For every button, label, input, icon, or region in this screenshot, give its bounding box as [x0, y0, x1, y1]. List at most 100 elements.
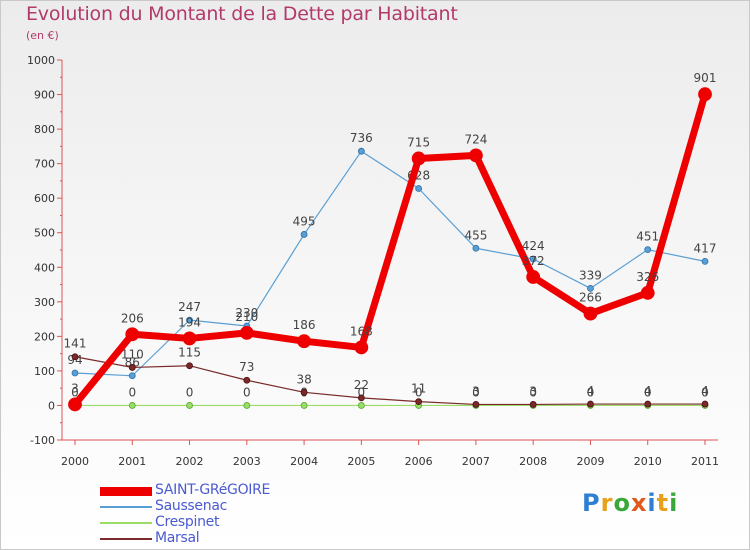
- data-label-marsal: 115: [178, 346, 201, 360]
- data-label-crespinet: 0: [644, 385, 652, 399]
- y-tick-label: 400: [34, 261, 55, 274]
- data-point-saussenac: [587, 284, 594, 292]
- data-label-crespinet: 0: [71, 385, 79, 399]
- data-label-marsal: 4: [587, 384, 595, 398]
- data-point-crespinet: [186, 402, 193, 409]
- data-point-marsal: [587, 400, 594, 408]
- data-point-saussenac: [415, 185, 423, 192]
- data-label-saint-gr-goire: 715: [407, 135, 430, 149]
- legend-swatch-crespinet: [100, 522, 152, 524]
- y-tick-label: -100: [30, 434, 55, 447]
- data-point-marsal: [357, 394, 365, 402]
- data-point-crespinet: [243, 402, 251, 409]
- proxiti-logo: Proxiti: [582, 489, 678, 517]
- data-label-crespinet: 0: [701, 385, 709, 399]
- data-label-marsal: 3: [472, 384, 480, 398]
- y-tick-label: 500: [34, 227, 55, 240]
- data-label-saint-gr-goire: 724: [464, 132, 487, 146]
- data-label-marsal: 11: [411, 382, 426, 396]
- data-point-saussenac: [357, 147, 365, 155]
- legend-item-marsal: Marsal: [100, 530, 360, 547]
- x-tick-label: 2005: [347, 455, 375, 468]
- data-point-saussenac: [644, 246, 652, 254]
- legend-label-saussenac: Saussenac: [155, 498, 227, 514]
- data-label-marsal: 22: [354, 378, 369, 392]
- data-label-marsal: 3: [529, 384, 537, 398]
- data-label-marsal: 73: [239, 360, 254, 374]
- x-tick-label: 2009: [576, 455, 604, 468]
- y-tick-label: 800: [34, 123, 55, 136]
- legend-item-saint-gregoire: SAINT-GRéGOIRE: [100, 482, 360, 499]
- y-tick-label: 600: [34, 192, 55, 205]
- data-label-saussenac: 424: [522, 239, 545, 253]
- data-label-marsal: 4: [701, 384, 709, 398]
- data-label-saussenac: 247: [178, 300, 201, 314]
- y-tick-label: 0: [48, 399, 55, 412]
- data-label-crespinet: 0: [415, 385, 423, 399]
- x-tick-label: 2001: [118, 455, 146, 468]
- data-label-crespinet: 0: [186, 385, 194, 399]
- data-point-saint-gr-goire: [182, 331, 197, 346]
- data-label-saussenac: 417: [694, 241, 717, 255]
- data-point-saint-gr-goire: [68, 397, 82, 412]
- legend-item-saussenac: Saussenac: [100, 498, 360, 515]
- data-point-marsal: [243, 376, 251, 384]
- series-line-marsal: [74, 356, 705, 406]
- y-tick-label: 300: [34, 296, 55, 309]
- logo-letter: x: [630, 489, 648, 517]
- data-point-crespinet: [357, 402, 365, 409]
- data-point-saint-gr-goire: [411, 151, 426, 166]
- legend-label-saint-gregoire: SAINT-GRéGOIRE: [155, 482, 271, 498]
- logo-letter: r: [600, 489, 614, 517]
- x-tick-label: 2000: [61, 455, 89, 468]
- legend-swatch-saussenac: [100, 506, 152, 508]
- chart-subtitle: (en €): [26, 29, 59, 42]
- data-point-marsal: [644, 400, 652, 408]
- data-label-saint-gr-goire: 194: [178, 315, 201, 329]
- data-label-crespinet: 0: [529, 385, 537, 399]
- chart-title: Evolution du Montant de la Dette par Hab…: [26, 3, 458, 25]
- x-tick-label: 2003: [233, 455, 261, 468]
- x-tick-label: 2010: [634, 455, 662, 468]
- data-point-saussenac: [472, 244, 480, 252]
- y-tick-label: 200: [34, 330, 55, 343]
- data-point-marsal: [186, 362, 193, 370]
- y-tick-label: 1000: [27, 54, 55, 67]
- data-label-crespinet: 0: [128, 385, 136, 399]
- series-line-saussenac: [74, 150, 706, 377]
- data-label-marsal: 110: [121, 347, 144, 361]
- data-point-saint-gr-goire: [526, 270, 541, 284]
- y-tick-label: 100: [34, 365, 55, 378]
- line-chart: -100010020030040050060070080090010002000…: [27, 54, 719, 468]
- data-point-saint-gr-goire: [469, 148, 483, 163]
- x-tick-label: 2011: [691, 455, 719, 468]
- logo-letter: P: [582, 489, 601, 517]
- x-tick-label: 2008: [519, 455, 547, 468]
- data-label-marsal: 141: [64, 337, 87, 351]
- data-label-saussenac: 339: [579, 268, 602, 282]
- data-point-marsal: [529, 401, 537, 408]
- data-label-saint-gr-goire: 901: [694, 71, 717, 85]
- legend-item-crespinet: Crespinet: [100, 514, 360, 531]
- data-label-crespinet: 0: [243, 385, 251, 399]
- data-point-saint-gr-goire: [239, 326, 254, 340]
- data-point-marsal: [701, 400, 709, 408]
- data-point-saussenac: [529, 255, 537, 263]
- data-point-marsal: [71, 353, 79, 361]
- series-line-saint-gr-goire: [72, 93, 709, 407]
- data-point-saint-gr-goire: [640, 285, 655, 300]
- data-point-saint-gr-goire: [125, 327, 140, 342]
- data-point-saint-gr-goire: [297, 334, 311, 349]
- x-tick-label: 2006: [405, 455, 433, 468]
- data-point-saussenac: [300, 231, 308, 238]
- data-point-saussenac: [701, 257, 709, 265]
- data-label-saussenac: 736: [350, 131, 373, 145]
- legend-swatch-saint-gregoire: [100, 487, 152, 496]
- x-tick-label: 2007: [462, 455, 490, 468]
- data-label-saint-gr-goire: 210: [235, 310, 258, 324]
- data-point-marsal: [128, 364, 136, 371]
- data-point-marsal: [300, 388, 308, 396]
- data-label-saint-gr-goire: 168: [350, 324, 373, 338]
- data-point-marsal: [415, 398, 423, 406]
